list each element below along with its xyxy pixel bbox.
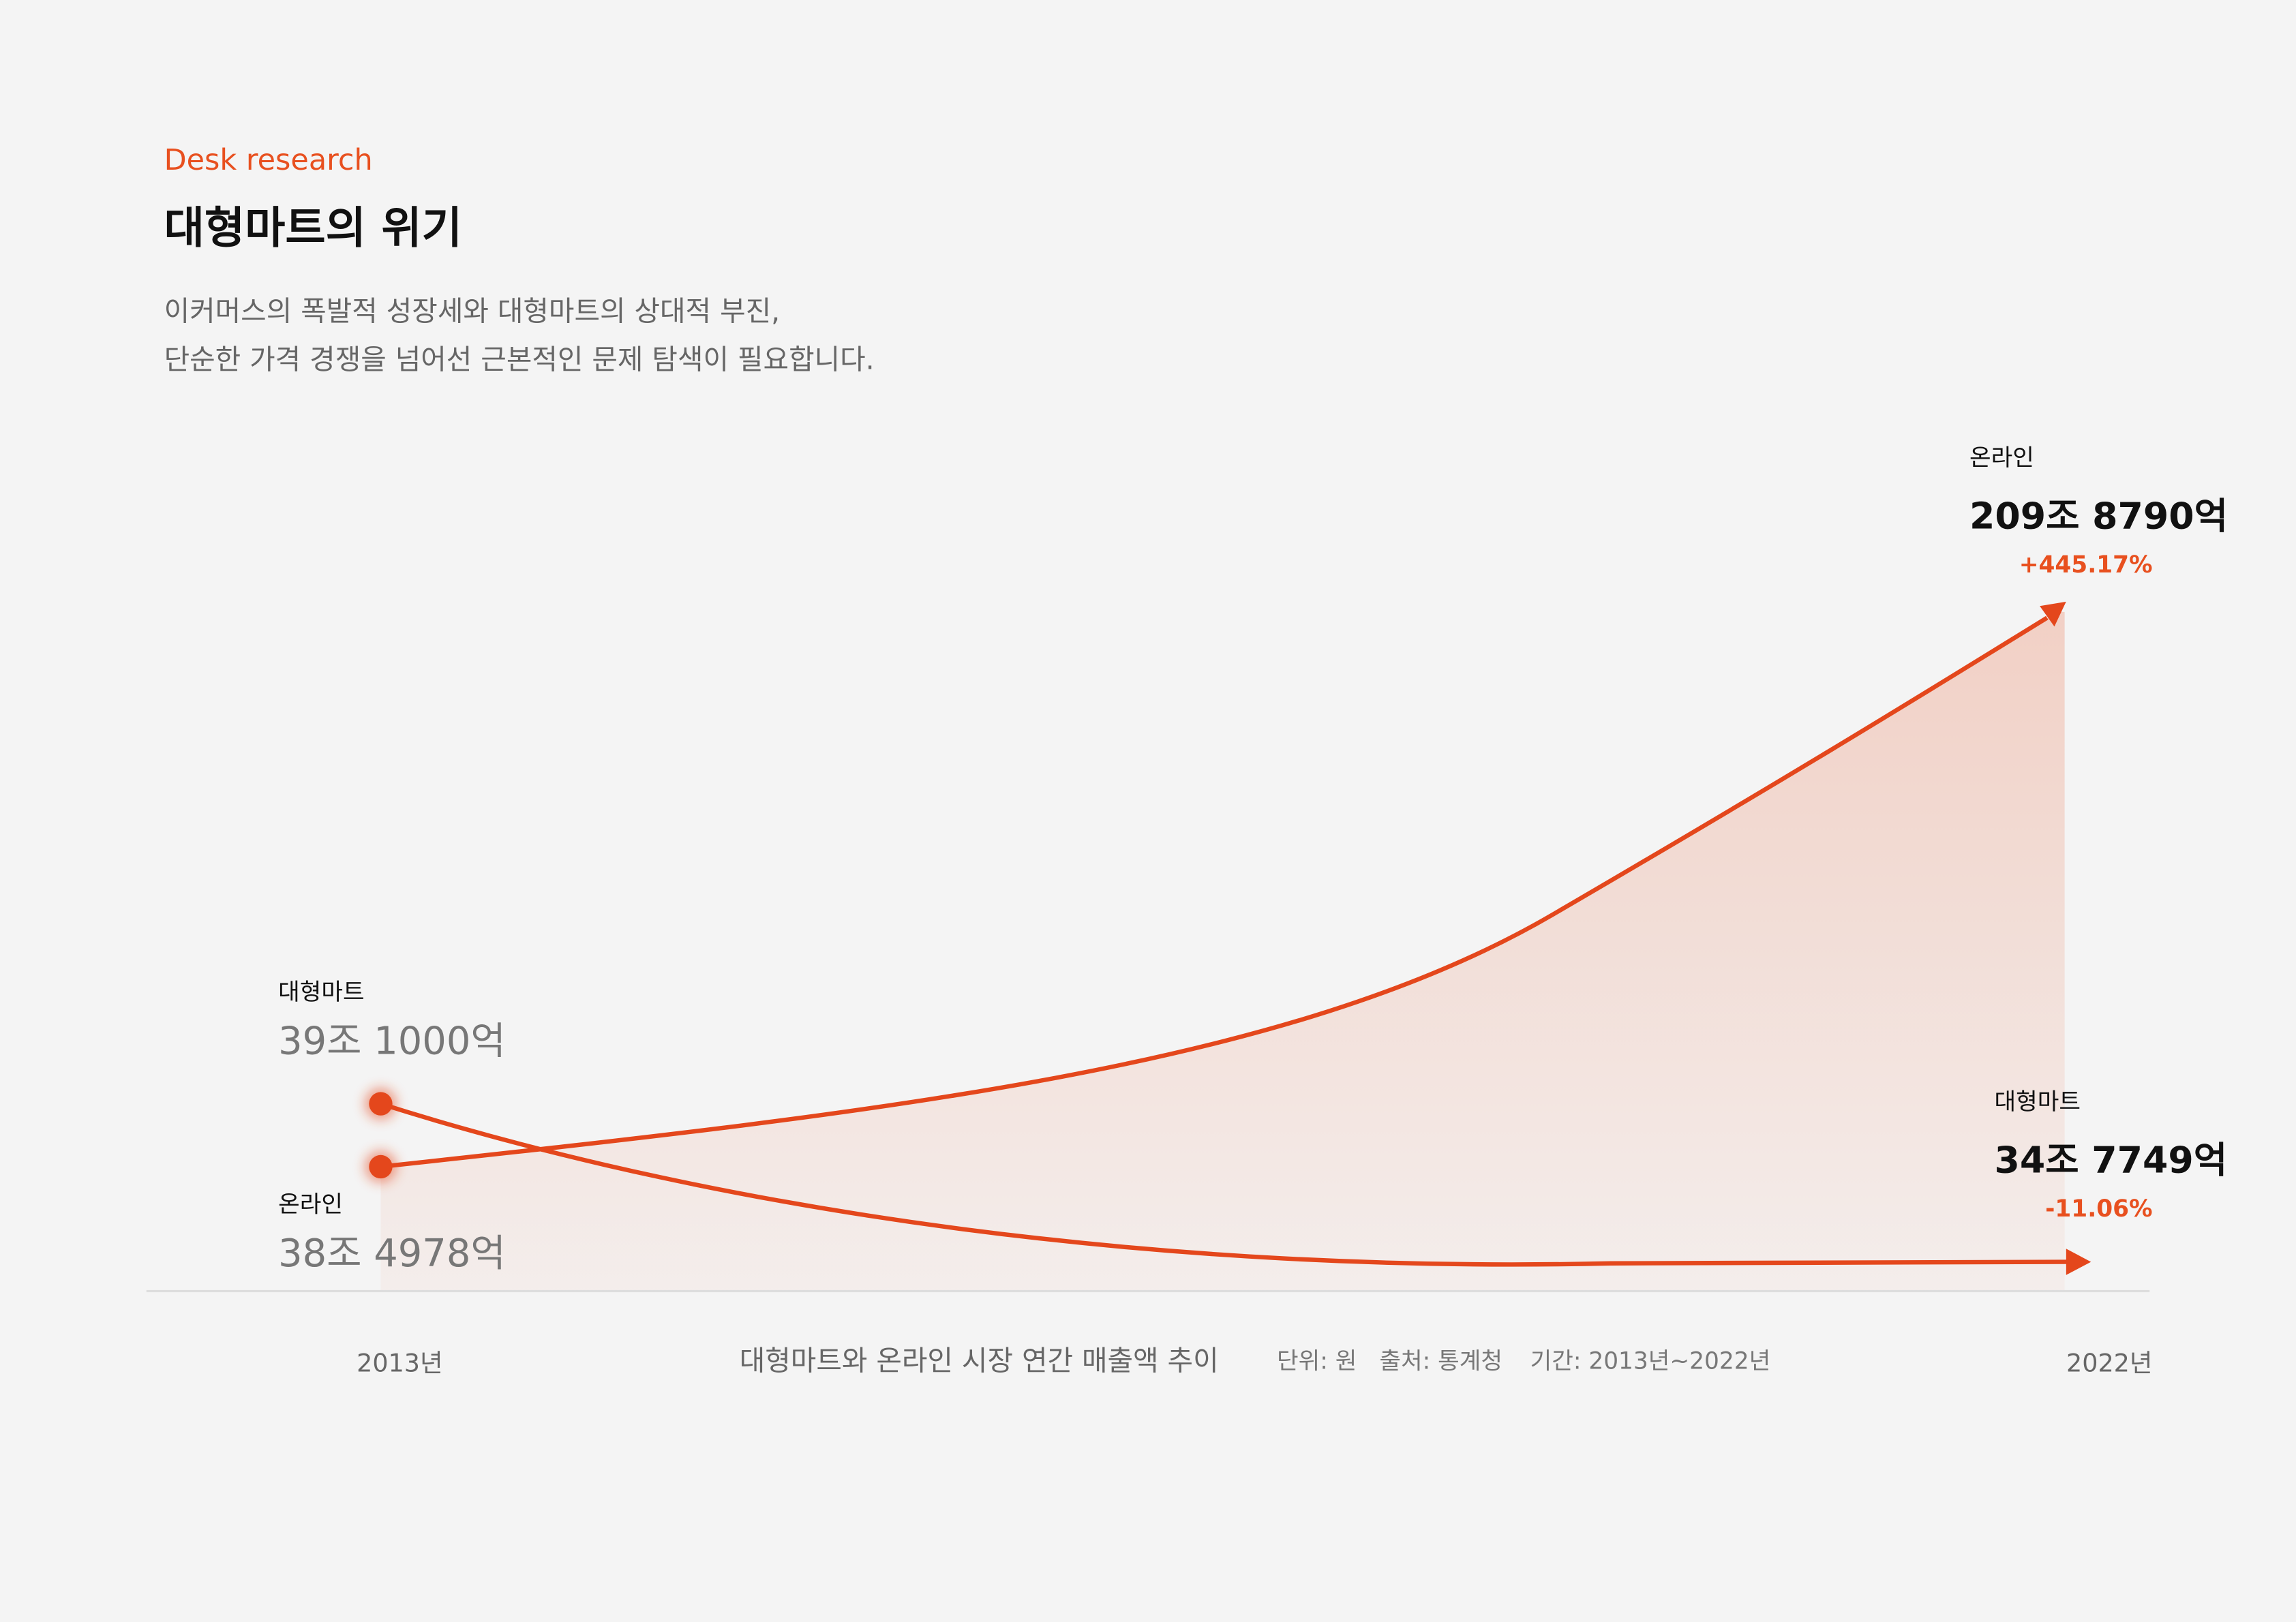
arrowhead [2066,1249,2091,1275]
series-change: -11.06% [2045,1195,2152,1223]
series-name: 대형마트 [1995,1088,2081,1116]
series-value: 39조 1000억 [278,1020,506,1064]
series-value: 38조 4978억 [278,1231,506,1276]
caption-unit: 단위: 원 [1277,1347,1357,1375]
series-name: 온라인 [278,1191,343,1219]
description: 단순한 가격 경쟁을 넘어선 근본적인 문제 탐색이 필요합니다. [164,343,875,376]
arrowhead [2040,601,2066,627]
series-value: 209조 8790억 [1969,494,2228,537]
series-name: 대형마트 [278,979,364,1006]
axis-label: 2022년 [2066,1349,2152,1378]
series-name: 온라인 [1969,444,2034,472]
caption-period: 기간: 2013년~2022년 [1530,1347,1771,1375]
description: 이커머스의 폭발적 성장세와 대형마트의 상대적 부진, [164,294,781,327]
series-change: +445.17% [2019,551,2153,579]
axis-label: 2013년 [357,1349,442,1378]
area [380,611,2065,1291]
caption-title: 대형마트와 온라인 시장 연간 매출액 추이 [740,1345,1219,1377]
series-value: 34조 7749억 [1995,1139,2228,1182]
dot [369,1154,393,1179]
dot [369,1092,393,1116]
online-curve [380,615,2049,1169]
mart-curve [380,1101,2068,1267]
title: 대형마트의 위기 [164,203,462,254]
caption-source: 출처: 통계청 [1379,1347,1502,1375]
eyebrow: Desk research [164,143,373,177]
